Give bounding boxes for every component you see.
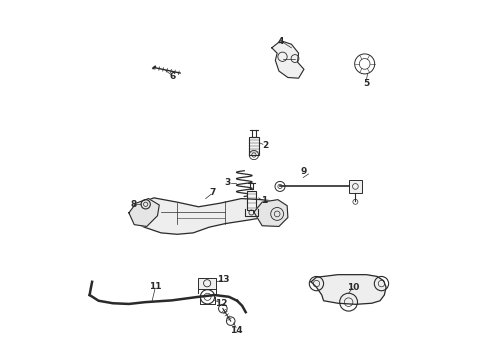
Polygon shape [132, 198, 279, 234]
Text: 6: 6 [170, 72, 176, 81]
FancyBboxPatch shape [348, 180, 362, 193]
Text: 7: 7 [209, 188, 215, 197]
Text: 8: 8 [130, 200, 137, 209]
Polygon shape [254, 200, 288, 226]
Text: 9: 9 [300, 167, 306, 176]
Polygon shape [311, 275, 386, 304]
Text: 13: 13 [218, 275, 230, 284]
Text: 12: 12 [216, 299, 228, 308]
Polygon shape [129, 199, 159, 226]
Text: 3: 3 [225, 178, 231, 187]
Text: 14: 14 [230, 326, 243, 335]
Text: 1: 1 [261, 196, 267, 205]
FancyBboxPatch shape [249, 137, 259, 155]
FancyBboxPatch shape [247, 191, 256, 210]
Text: 5: 5 [363, 80, 369, 89]
Text: 10: 10 [347, 283, 360, 292]
FancyBboxPatch shape [198, 278, 217, 289]
Polygon shape [272, 41, 304, 78]
Text: 4: 4 [277, 37, 284, 46]
Text: 2: 2 [262, 141, 269, 150]
Text: 11: 11 [149, 282, 161, 291]
